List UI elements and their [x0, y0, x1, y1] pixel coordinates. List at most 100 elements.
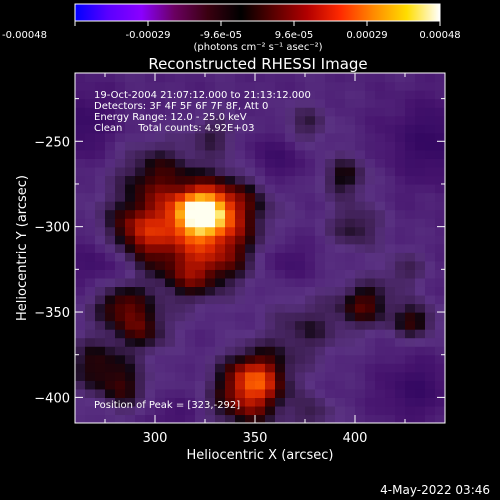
heatmap-cell [245, 124, 256, 134]
heatmap-cell [315, 73, 326, 83]
heatmap-cell [175, 405, 186, 416]
heatmap-cell [195, 260, 206, 270]
heatmap-cell [125, 218, 136, 228]
heatmap-cell [175, 414, 186, 423]
heatmap-cell [195, 158, 206, 168]
heatmap-cell [215, 158, 226, 168]
heatmap-cell [295, 81, 306, 91]
heatmap-cell [425, 235, 436, 245]
heatmap-cell [235, 192, 246, 202]
heatmap-cell [185, 277, 196, 288]
heatmap-cell [365, 388, 376, 398]
heatmap-cell [225, 405, 236, 416]
heatmap-cell [165, 388, 176, 398]
heatmap-cell [235, 90, 246, 100]
heatmap-cell [165, 141, 176, 151]
heatmap-cell [145, 141, 156, 151]
heatmap-cell [105, 346, 116, 356]
heatmap-cell [205, 132, 216, 142]
heatmap-cell [345, 124, 356, 134]
heatmap-cell [105, 380, 116, 390]
heatmap-cell [285, 354, 296, 364]
heatmap-cell [95, 175, 106, 185]
heatmap-cell [85, 141, 96, 151]
heatmap-cell [205, 277, 216, 288]
heatmap-cell [365, 346, 376, 356]
heatmap-cell [335, 98, 346, 108]
heatmap-cell [295, 158, 306, 168]
heatmap-cell [405, 363, 416, 373]
heatmap-cell [275, 183, 286, 194]
heatmap-cell [115, 320, 126, 330]
heatmap-cell [105, 260, 116, 270]
heatmap-cell [255, 158, 266, 168]
heatmap-cell [265, 312, 276, 322]
heatmap-cell [375, 371, 386, 381]
colorbar-tick-labels: -0.00048 -0.00029 -9.6e-05 9.6e-05 0.00029 0.… [2, 30, 461, 41]
heatmap-cell [275, 149, 286, 159]
heatmap-cell [145, 414, 156, 423]
heatmap-cell [215, 286, 226, 296]
heatmap-cell [145, 312, 156, 322]
heatmap-cell [245, 371, 256, 381]
heatmap-cell [405, 312, 416, 322]
colorbar-tick-label: -0.00029 [126, 30, 171, 41]
heatmap-cell [295, 252, 306, 262]
heatmap-cell [295, 337, 306, 347]
heatmap-cell [365, 260, 376, 270]
heatmap-cell [365, 183, 376, 194]
heatmap-cell [305, 107, 316, 117]
heatmap-cell [135, 124, 146, 134]
heatmap-cell [145, 388, 156, 398]
heatmap-cell [335, 363, 346, 373]
heatmap-cell [315, 294, 326, 305]
heatmap-cell [405, 294, 416, 305]
heatmap-cell [265, 388, 276, 398]
heatmap-cell [115, 158, 126, 168]
heatmap-cell [355, 371, 366, 381]
heatmap-cell [125, 286, 136, 296]
heatmap-cell [135, 158, 146, 168]
heatmap-cell [345, 81, 356, 91]
heatmap-cell [195, 243, 206, 253]
heatmap-cell [355, 397, 366, 407]
colorbar: -0.00048 -0.00029 -9.6e-05 9.6e-05 0.00029 0.… [2, 3, 461, 53]
heatmap-cell [155, 183, 166, 194]
heatmap-cell [305, 294, 316, 305]
heatmap-cell [255, 226, 266, 236]
heatmap-cell [235, 81, 246, 91]
heatmap-cell [195, 277, 206, 288]
heatmap-cell [345, 183, 356, 194]
heatmap-cell [165, 226, 176, 236]
heatmap-cell [425, 141, 436, 151]
heatmap-cell [375, 132, 386, 142]
heatmap-cell [245, 405, 256, 416]
chart-title: Reconstructed RHESSI Image [148, 55, 367, 73]
heatmap-cell [395, 107, 406, 117]
heatmap-cell [275, 132, 286, 142]
heatmap-cell [185, 388, 196, 398]
heatmap-cell [265, 303, 276, 313]
heatmap-cell [225, 141, 236, 151]
heatmap-cell [325, 260, 336, 270]
heatmap-cell [345, 277, 356, 288]
heatmap-cell [365, 252, 376, 262]
heatmap-cell [355, 73, 366, 83]
heatmap-cell [415, 269, 426, 279]
heatmap-cell [405, 337, 416, 347]
heatmap-cell [175, 107, 186, 117]
heatmap-cell [365, 312, 376, 322]
heatmap-cell [165, 90, 176, 100]
heatmap-cell [255, 124, 266, 134]
heatmap-cell [425, 397, 436, 407]
heatmap-cell [415, 260, 426, 270]
heatmap-cell [155, 115, 166, 125]
heatmap-cell [315, 286, 326, 296]
heatmap-cell [175, 98, 186, 108]
heatmap-cell [115, 107, 126, 117]
heatmap-cell [235, 73, 246, 83]
heatmap-cell [285, 81, 296, 91]
heatmap-cell [125, 354, 136, 364]
heatmap-cell [375, 192, 386, 202]
heatmap-cell [185, 73, 196, 83]
